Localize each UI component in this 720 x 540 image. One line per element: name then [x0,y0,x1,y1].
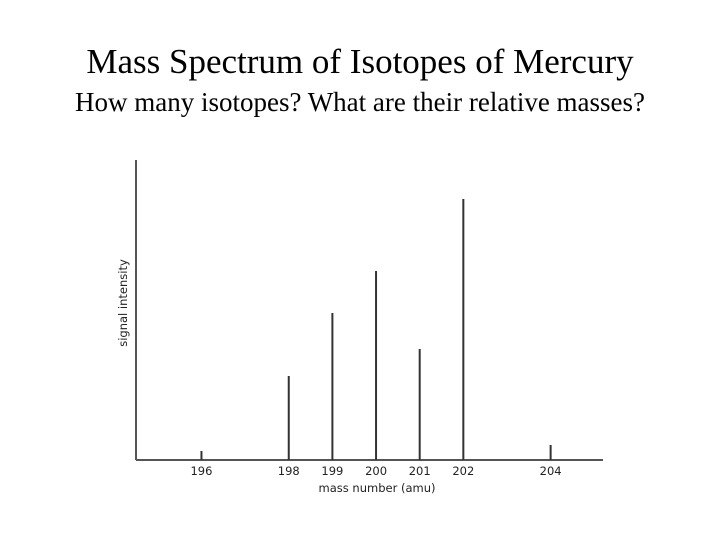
slide-title: Mass Spectrum of Isotopes of Mercury [86,42,634,81]
chart-axes [135,160,603,461]
x-tick-label-196: 196 [190,464,212,478]
x-tick-label-204: 204 [540,464,562,478]
chart-peaks [200,199,552,460]
x-tick-label-199: 199 [321,464,343,478]
x-axis-label: mass number (amu) [319,481,436,495]
x-tick-label-198: 198 [278,464,300,478]
x-tick-label-200: 200 [365,464,387,478]
y-axis-label: signal intensity [116,259,130,347]
x-tick-label-202: 202 [452,464,474,478]
chart-x-ticks: 196 198 199 200 201 202 204 [190,464,561,478]
slide-subtitle: How many isotopes? What are their relati… [74,87,646,117]
x-tick-label-201: 201 [409,464,431,478]
